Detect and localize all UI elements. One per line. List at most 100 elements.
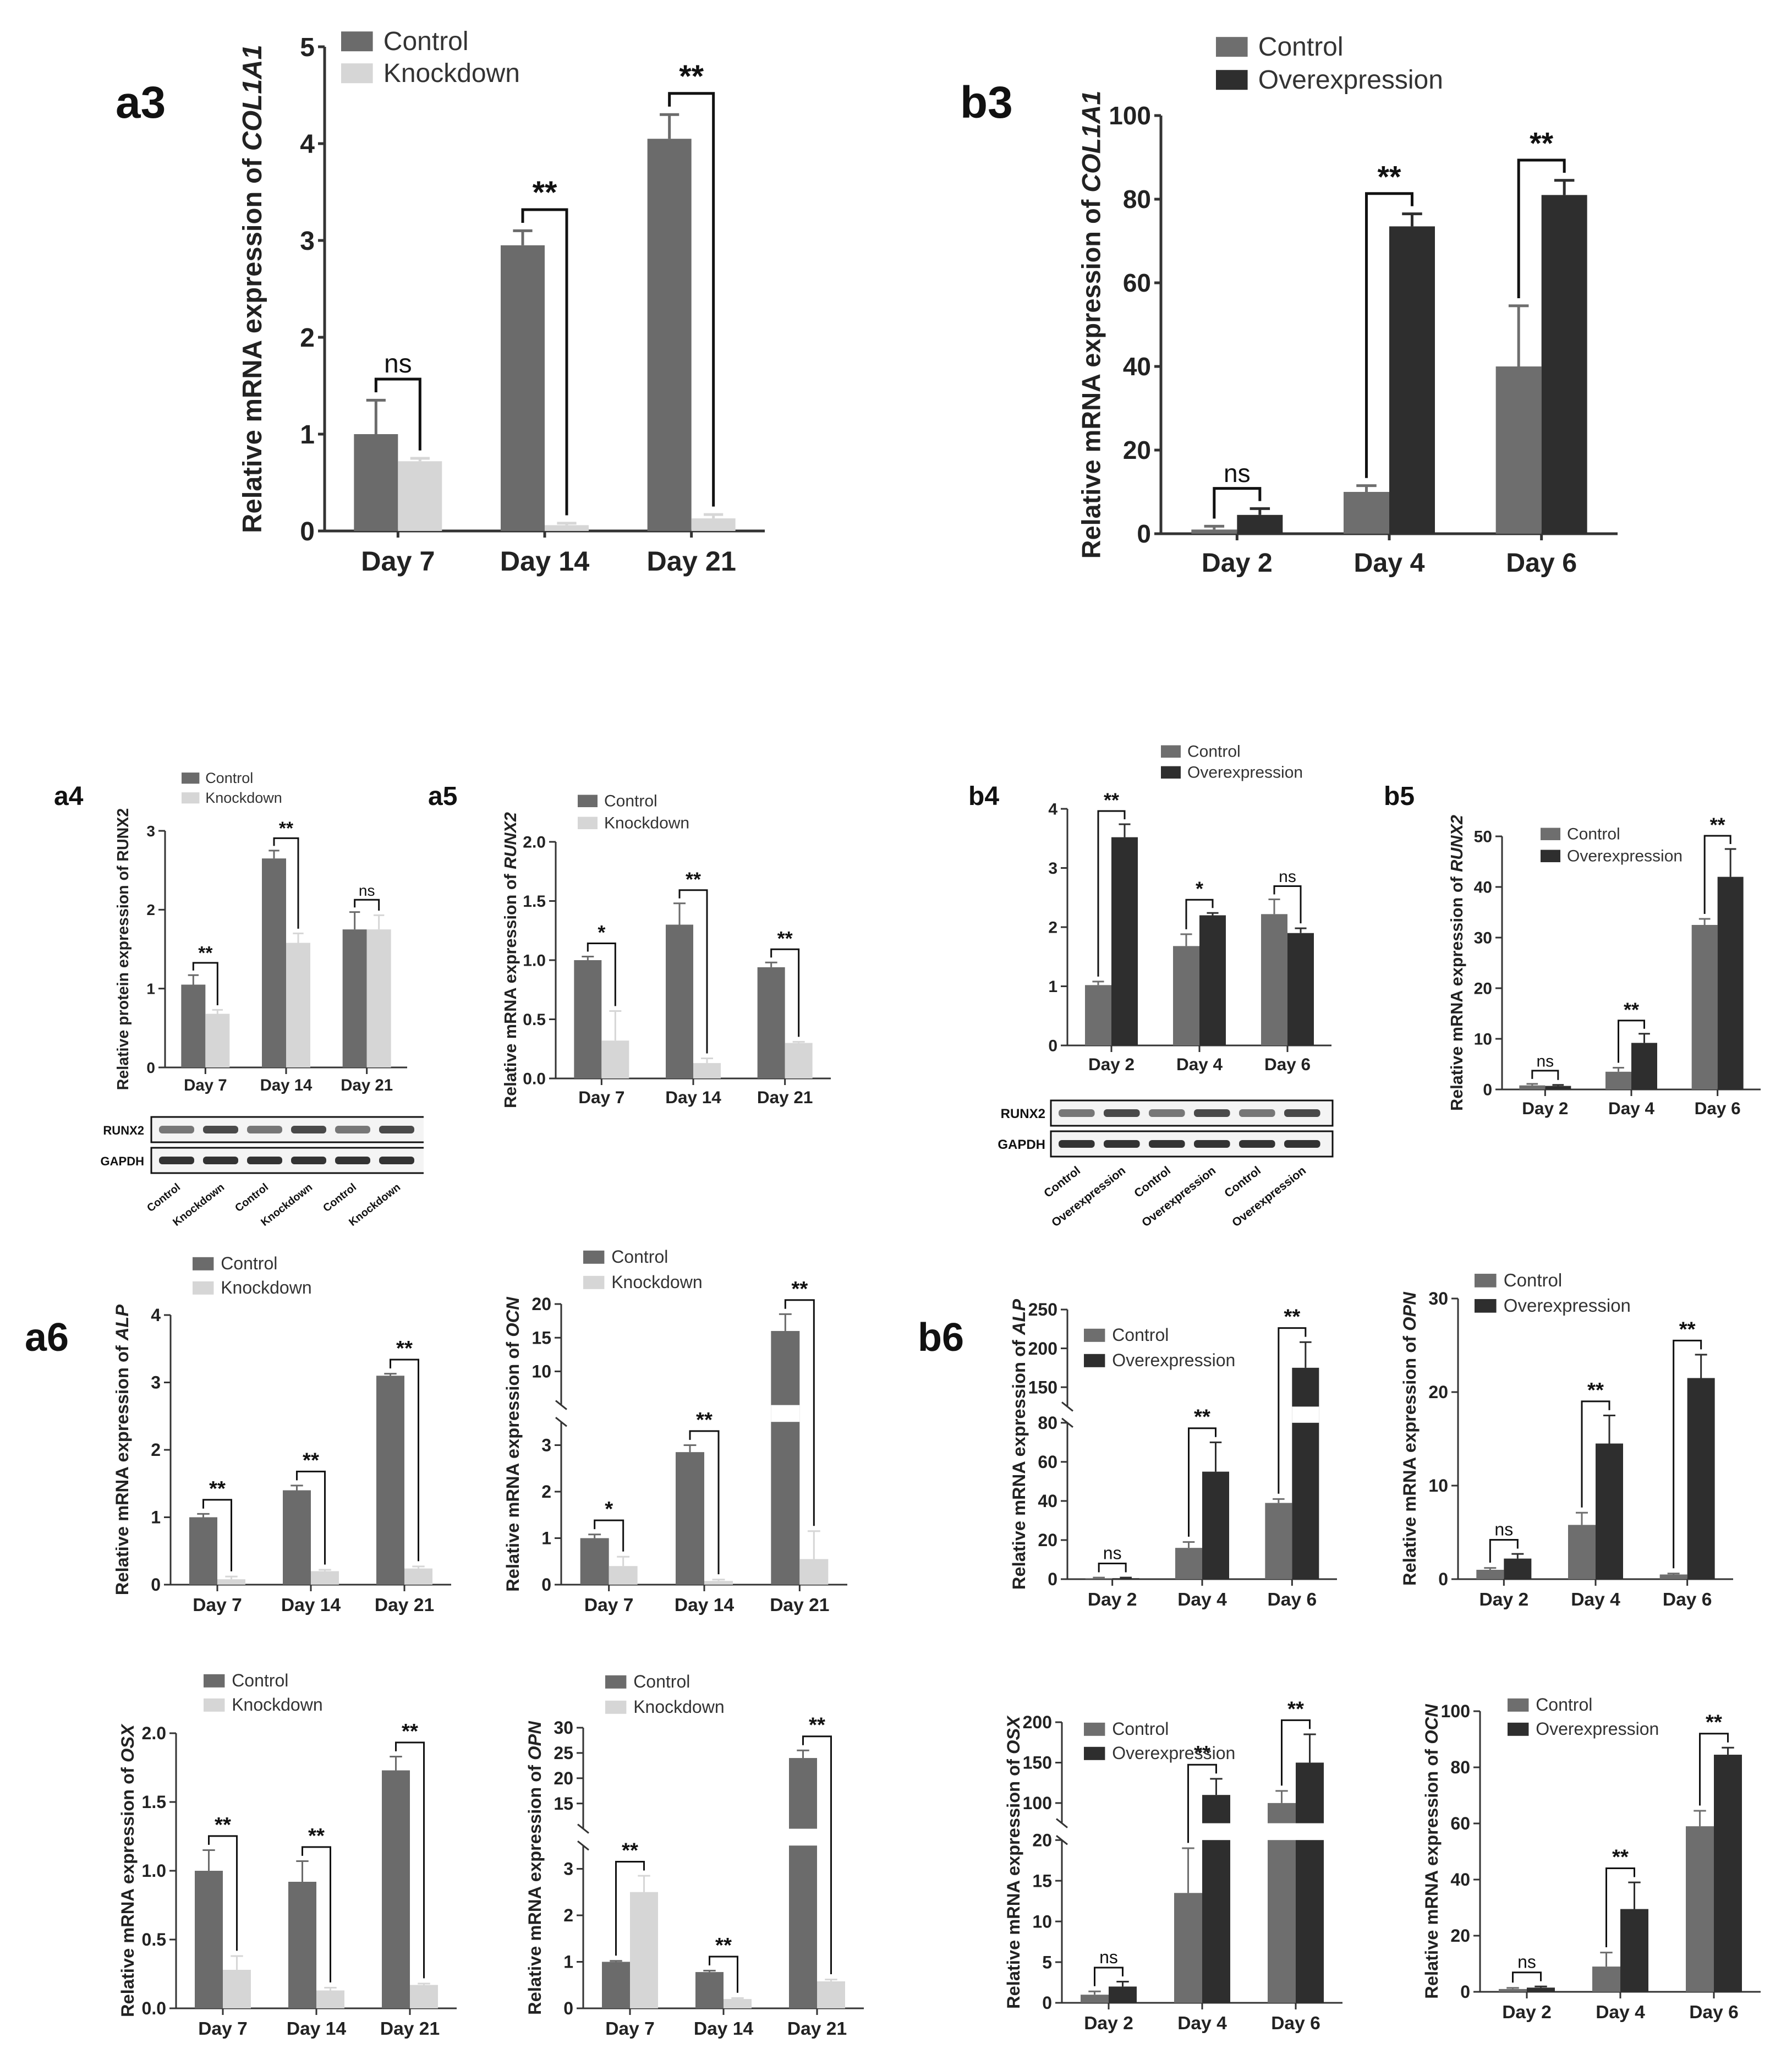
x-tick-label: Day 7	[605, 2019, 655, 2039]
legend-label-control: Control	[1187, 743, 1241, 761]
y-tick-label: 0.5	[142, 1930, 166, 1949]
y-tick-label: 0	[1042, 1993, 1052, 2013]
y-tick-label: 2	[1048, 919, 1057, 937]
bar-control	[262, 858, 286, 1067]
significance-label: ns	[1536, 1052, 1554, 1070]
significance-bracket	[1094, 1967, 1124, 1986]
bar-control	[1686, 1826, 1714, 1992]
bar-control	[1085, 1578, 1113, 1579]
x-tick-label: Day 14	[694, 2019, 754, 2039]
legend-swatch-overexpression	[1084, 1354, 1105, 1367]
bar-overexpression	[1292, 1367, 1319, 1579]
blot-lane-label: Control	[321, 1181, 359, 1215]
x-tick-label: Day 4	[1596, 2002, 1645, 2023]
legend-label-knockdown: Knockdown	[604, 814, 689, 832]
y-tick-label: 0	[1460, 1982, 1470, 2002]
significance-bracket	[1097, 810, 1126, 977]
bar-overexpression	[1389, 226, 1435, 534]
bar-overexpression	[1717, 877, 1744, 1089]
legend-label-knockdown: Knockdown	[611, 1272, 702, 1292]
significance-bracket	[1618, 1020, 1645, 1063]
bar-knockdown	[217, 1579, 245, 1585]
y-tick-label: 10	[1428, 1476, 1448, 1496]
legend-label-overexpression: Overexpression	[1258, 65, 1443, 95]
significance-label: **	[1194, 1741, 1210, 1765]
significance-label: **	[1679, 1317, 1696, 1341]
chart-a6-ocn: 0 1 2 3 10 15 20 Relative mRNA expression of OC…	[502, 1249, 847, 1615]
x-tick-label: Day 4	[1177, 1590, 1227, 1610]
y-axis-label: Relative mRNA expression of OSX	[1003, 1715, 1023, 2009]
y-tick-label: 150	[1023, 1753, 1052, 1773]
legend-swatch-knockdown	[605, 1700, 627, 1714]
significance-bracket	[802, 1735, 832, 1975]
legend-swatch-control	[182, 773, 200, 784]
significance-label: **	[696, 1408, 713, 1432]
blot-band	[203, 1126, 238, 1133]
x-tick-label: Day 6	[1264, 1054, 1311, 1074]
y-tick-label: 0	[1048, 1569, 1057, 1589]
bar-control	[1659, 1574, 1687, 1579]
significance-bracket	[1517, 158, 1566, 298]
legend-label-overexpression: Overexpression	[1504, 1295, 1631, 1316]
bar-knockdown	[609, 1566, 638, 1585]
bar-control	[1085, 985, 1111, 1045]
significance-bracket	[354, 899, 380, 911]
legend-swatch-control	[583, 1250, 605, 1264]
legend-label-control: Control	[205, 770, 253, 786]
significance-bracket	[784, 1299, 815, 1526]
y-tick-label: 3	[146, 823, 155, 840]
legend-label-control: Control	[232, 1670, 288, 1690]
y-tick-label: 40	[1123, 352, 1151, 381]
y-tick-label: 5	[300, 33, 315, 62]
y-tick-label: 20	[554, 1768, 573, 1788]
x-tick-label: Day 2	[1088, 1054, 1135, 1074]
legend-label-knockdown: Knockdown	[232, 1695, 322, 1715]
x-tick-label: Day 14	[287, 2019, 347, 2039]
significance-bracket	[1365, 192, 1413, 478]
significance-bracket	[1699, 1733, 1729, 1806]
legend-swatch-overexpression	[1084, 1746, 1105, 1760]
y-axis-label: Relative mRNA expression of OPN	[1399, 1291, 1420, 1586]
legend-swatch-control	[1084, 1722, 1105, 1736]
blot-band	[1059, 1109, 1095, 1117]
x-tick-label: Day 21	[770, 1595, 829, 1615]
bar-control	[288, 1882, 316, 2008]
x-tick-label: Day 2	[1502, 2002, 1552, 2023]
bar-overexpression	[1199, 915, 1226, 1045]
y-tick-label: 50	[1474, 828, 1492, 846]
bar-overexpression	[1714, 1755, 1742, 1992]
blot-band	[1149, 1140, 1185, 1148]
x-tick-label: Day 21	[757, 1087, 813, 1107]
legend-swatch-overexpression	[1541, 850, 1560, 862]
y-tick-label: 0	[146, 1059, 155, 1076]
bar-knockdown	[724, 1999, 752, 2008]
x-tick-label: Day 7	[193, 1595, 242, 1615]
legend-label-overexpression: Overexpression	[1567, 847, 1683, 866]
bar-axis-break-gap	[789, 1828, 817, 1846]
significance-bracket	[1531, 1070, 1559, 1080]
bar-knockdown	[286, 943, 310, 1067]
legend-label-control: Control	[1112, 1719, 1169, 1739]
significance-label: *	[605, 1497, 613, 1521]
significance-label: **	[1612, 1845, 1629, 1869]
y-tick-label: 40	[1474, 879, 1492, 897]
legend-swatch-control	[341, 31, 373, 52]
bar-control	[342, 929, 367, 1067]
y-tick-label: 15	[554, 1794, 573, 1814]
legend-label-control: Control	[1504, 1270, 1562, 1290]
blot-band	[379, 1126, 414, 1133]
legend-label-control: Control	[611, 1249, 668, 1267]
significance-bracket	[192, 962, 218, 1005]
bar-control	[1499, 1989, 1527, 1992]
bar-axis-break-gap	[1296, 1823, 1324, 1841]
y-tick-label: 1	[146, 980, 155, 997]
y-tick-label: 1.5	[142, 1792, 166, 1812]
legend-label-control: Control	[1112, 1325, 1169, 1345]
significance-bracket	[202, 1499, 232, 1571]
significance-bracket	[296, 1470, 326, 1565]
panel-label-a4: a4	[54, 782, 84, 811]
y-tick-label: 2	[541, 1482, 551, 1502]
significance-label: **	[1587, 1378, 1604, 1402]
